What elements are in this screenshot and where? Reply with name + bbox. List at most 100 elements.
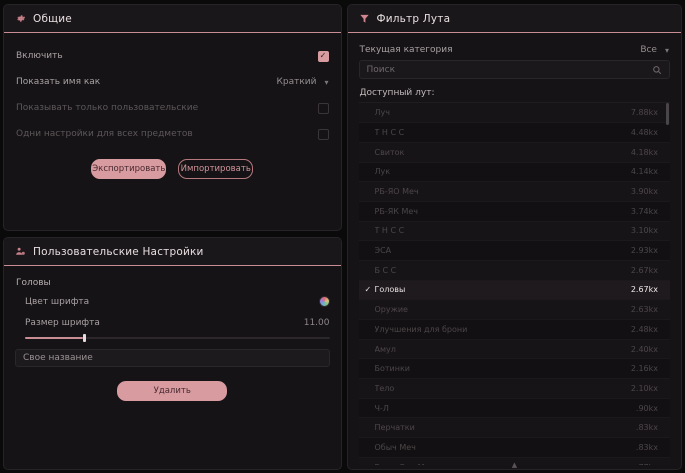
loot-item-value: 4.48kx	[630, 127, 658, 137]
loot-item-name: ЭСА	[374, 246, 392, 256]
loot-item-name: РБ-ЯО Меч	[374, 187, 419, 197]
loot-filter-header: Фильтр Лута	[347, 5, 681, 33]
same-settings-checkbox[interactable]: ✓	[317, 128, 329, 140]
category-select[interactable]: Все ▾	[640, 45, 669, 55]
loot-item-name: Свиток	[374, 147, 405, 157]
name-display-value: Краткий	[276, 77, 317, 87]
loot-item-name: Т Н С С	[374, 127, 405, 137]
loot-filter-body: Текущая категория Все ▾ Поиск Доступный …	[348, 33, 682, 469]
loot-item-name: Луч	[374, 108, 390, 118]
funnel-icon	[359, 13, 370, 24]
loot-list[interactable]: Луч 7.88kx Т Н С С 4.48kx Свиток 4.18kx Лук 4.1…	[358, 102, 670, 465]
loot-item-name: Обыч Меч	[374, 442, 416, 452]
loot-item-value: 3.90kx	[630, 187, 658, 197]
chevron-down-icon: ▾	[324, 77, 329, 87]
loot-item-name: Головы	[374, 285, 406, 295]
loot-item-value: 2.67kx	[630, 265, 658, 275]
loot-item-name: Брош Зап Меч	[375, 463, 636, 465]
loot-item-name: РБ-ЯК Меч	[374, 206, 419, 216]
import-button[interactable]: Импортировать	[178, 159, 254, 179]
loot-list-item[interactable]: Улучшения для брони 2.48kx	[358, 320, 670, 340]
row-name-display-label: Показать имя как	[16, 77, 101, 87]
resize-handle-icon[interactable]: ▲	[511, 461, 518, 469]
general-panel-body: Включить ✓ Показать имя как Краткий ▾ По…	[4, 33, 341, 230]
loot-item-value: 2.16kx	[630, 364, 658, 374]
loot-list-item[interactable]: Тело 2.10kx	[358, 379, 670, 399]
loot-item-value: 7.88kx	[630, 108, 658, 118]
loot-list-item[interactable]: Т Н С С 3.10kx	[358, 221, 670, 242]
general-panel-title: Общие	[33, 12, 72, 25]
row-only-custom[interactable]: Показывать только пользовательские ✓	[15, 95, 330, 121]
loot-list-scrollbar[interactable]	[666, 103, 669, 126]
font-color-row[interactable]: Цвет шрифта	[15, 291, 330, 312]
loot-item-value: 2.63kx	[630, 305, 658, 315]
gear-icon	[15, 13, 26, 24]
loot-item-check-icon: ✓	[364, 285, 372, 295]
slider-fill	[25, 337, 83, 339]
delete-button-wrap: Удалить	[15, 381, 330, 401]
row-only-custom-label: Показывать только пользовательские	[16, 103, 199, 113]
loot-item-value: .83kx	[635, 423, 658, 433]
font-size-label: Размер шрифта	[25, 317, 100, 328]
loot-list-item[interactable]: Ботинки 2.16kx	[358, 359, 670, 380]
loot-list-item[interactable]: Б С С 2.67kx	[358, 260, 670, 281]
loot-list-item[interactable]: ЭСА 2.93kx	[358, 241, 670, 261]
slider-knob[interactable]	[82, 334, 86, 342]
row-same-settings[interactable]: Одни настройки для всех предметов ✓	[15, 121, 330, 147]
row-enable-label: Включить	[16, 51, 63, 61]
loot-item-name: Перчатки	[374, 423, 415, 433]
user-settings-header: Пользовательские Настройки	[4, 238, 341, 266]
group-label-heads: Головы	[16, 278, 51, 288]
name-display-select[interactable]: Краткий ▾	[276, 77, 328, 87]
loot-item-value: .83kx	[635, 442, 658, 452]
user-settings-panel: Пользовательские Настройки Головы Цвет ш…	[3, 237, 342, 470]
loot-list-item[interactable]: Свиток 4.18kx	[358, 142, 670, 163]
font-size-slider[interactable]	[25, 333, 330, 343]
loot-item-name: Оружие	[374, 305, 408, 315]
loot-list-item[interactable]: Брош Зап Меч.77kx	[358, 457, 670, 465]
font-size-value: 11.00	[303, 317, 330, 328]
slider-track[interactable]	[25, 334, 330, 342]
loot-list-item[interactable]: Амул 2.40kx	[358, 339, 670, 360]
search-icon[interactable]	[652, 60, 662, 79]
user-settings-body: Головы Цвет шрифта Размер шрифта 11.00	[4, 266, 341, 469]
loot-item-value: 3.10kx	[630, 226, 658, 236]
right-column: Фильтр Лута Текущая категория Все ▾ Поис…	[346, 4, 682, 470]
search-placeholder: Поиск	[366, 64, 396, 75]
row-name-display[interactable]: Показать имя как Краткий ▾	[15, 69, 330, 95]
loot-item-value: 2.40kx	[630, 344, 658, 354]
loot-list-item[interactable]: Перчатки .83kx	[358, 418, 670, 439]
loot-list-item[interactable]: РБ-ЯО Меч 3.90kx	[358, 182, 670, 202]
loot-item-name: Т Н С С	[374, 226, 405, 236]
loot-item-value: 2.93kx	[630, 246, 658, 256]
loot-item-name: Ботинки	[374, 364, 411, 374]
custom-name-input[interactable]: Свое название	[15, 349, 330, 367]
export-button[interactable]: Экспортировать	[91, 159, 167, 179]
delete-button[interactable]: Удалить	[117, 381, 228, 401]
loot-list-item[interactable]: ✓ Головы 2.67kx	[358, 280, 670, 301]
search-input[interactable]: Поиск	[358, 60, 670, 80]
left-column: Общие Включить ✓ Показать имя как Кратки…	[3, 4, 342, 470]
loot-item-name: Тело	[374, 383, 395, 393]
loot-list-item[interactable]: РБ-ЯК Меч 3.74kx	[358, 201, 670, 222]
loot-item-name: Амул	[374, 344, 396, 354]
only-custom-checkbox[interactable]: ✓	[317, 102, 329, 114]
user-settings-title: Пользовательские Настройки	[33, 245, 204, 258]
loot-list-item[interactable]: Ч-Л .90kx	[358, 398, 670, 419]
enable-checkbox[interactable]: ✓	[317, 50, 329, 62]
loot-list-item[interactable]: Т Н С С 4.48kx	[358, 123, 670, 143]
loot-list-item[interactable]: Оружие 2.63kx	[358, 300, 670, 320]
category-row[interactable]: Текущая категория Все ▾	[359, 43, 671, 57]
loot-list-item[interactable]: Обыч Меч .83kx	[358, 438, 670, 458]
loot-item-value: .77kx	[636, 463, 658, 465]
font-size-row[interactable]: Размер шрифта 11.00	[15, 312, 330, 333]
row-enable[interactable]: Включить ✓	[15, 43, 330, 69]
row-same-settings-label: Одни настройки для всех предметов	[16, 129, 193, 139]
color-wheel-icon[interactable]	[318, 296, 330, 307]
category-label: Текущая категория	[359, 45, 453, 56]
font-color-label: Цвет шрифта	[25, 296, 90, 307]
loot-item-value: .90kx	[635, 403, 658, 413]
loot-list-item[interactable]: Луч 7.88kx	[358, 103, 670, 124]
loot-list-item[interactable]: Лук 4.14kx	[358, 162, 670, 183]
